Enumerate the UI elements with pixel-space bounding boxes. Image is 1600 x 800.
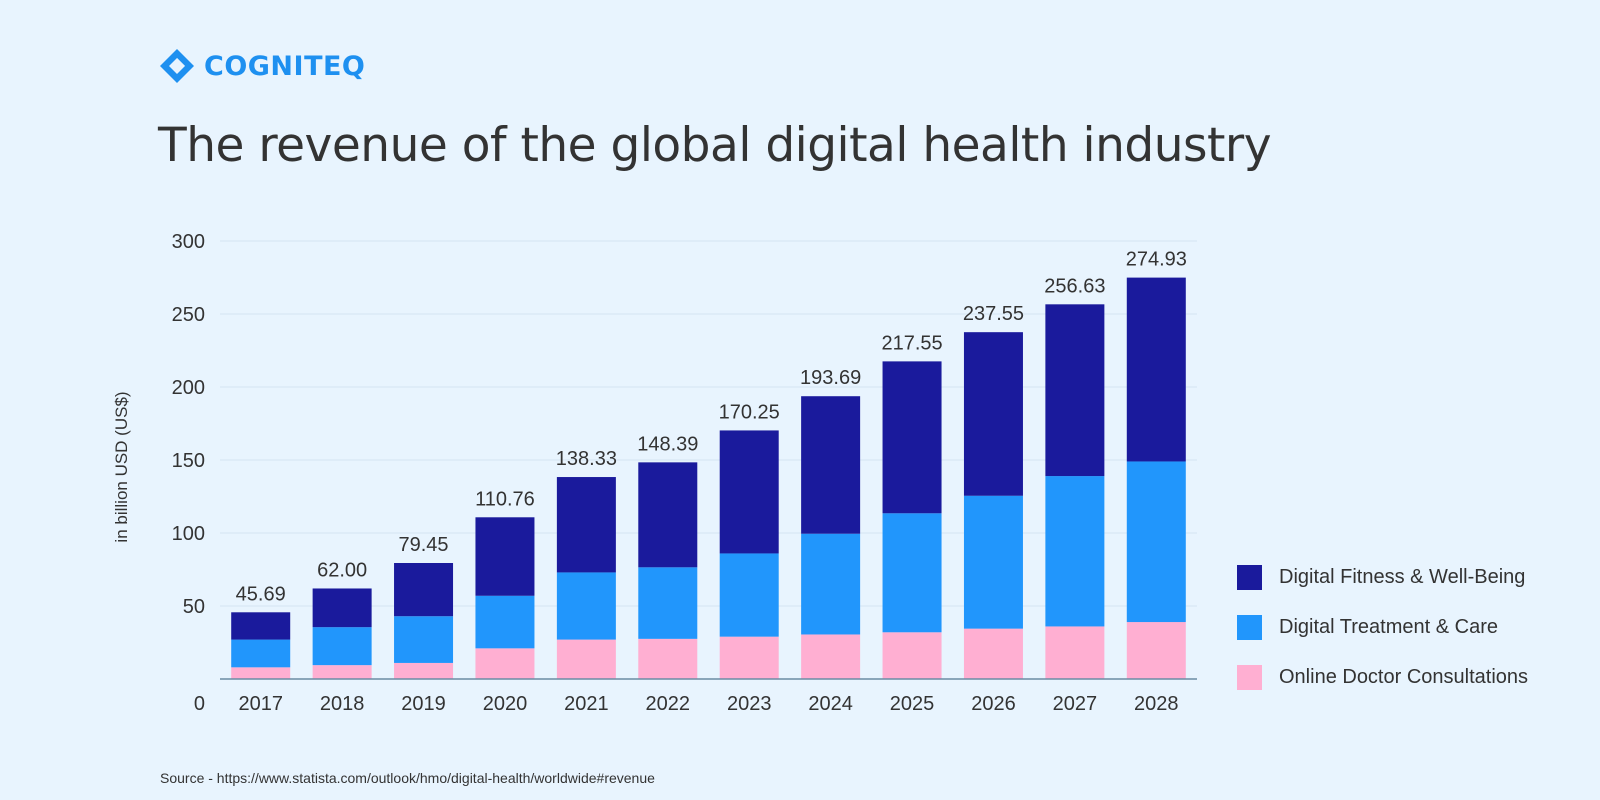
total-label-2024: 193.69 [800,367,861,389]
x-tick-label-2022: 2022 [646,693,691,715]
bar-segment-2024-2 [801,396,861,534]
legend-swatch-consultations [1237,664,1262,690]
legend-label-treatment: Digital Treatment & Care [1279,615,1498,638]
x-tick-label-2021: 2021 [564,693,609,715]
y-tick-label: 200 [172,377,205,399]
total-label-2022: 148.39 [637,433,698,455]
chart-title: The revenue of the global digital health… [158,118,1272,173]
x-tick-label-2018: 2018 [320,693,365,715]
bar-segment-2024-1 [801,533,861,635]
grid-lines [220,240,1197,607]
bar-segment-2020-2 [475,517,535,596]
bar-segment-2019-0 [394,662,454,679]
bar-segment-2027-2 [1045,304,1105,477]
x-tick-label-2025: 2025 [890,693,935,715]
bar-segment-2022-1 [638,567,698,639]
bar-segment-2022-2 [638,462,698,568]
bar-segment-2020-0 [475,648,535,679]
bar-segment-2028-0 [1126,622,1186,679]
y-tick-label: 250 [172,304,205,326]
x-tick-label-2017: 2017 [238,693,283,715]
bar-segment-2019-2 [394,563,454,617]
legend-item-treatment: Digital Treatment & Care [1237,602,1528,652]
x-axis-ticks: 2017 2018 2019 2020 2021 2022 2023 2024 2025 2026… [238,693,1178,715]
bar-segment-2026-2 [963,332,1023,496]
total-label-2019: 79.45 [399,534,449,556]
bar-segment-2020-1 [475,595,535,649]
bar-segment-2028-2 [1126,277,1186,462]
bar-chart: 0 50 100 150 200 250 300 45.69 62.00 79.45 110.76… [112,231,1197,715]
bar-segment-2023-0 [719,636,779,679]
bar-segment-2026-0 [963,628,1023,679]
bar-segment-2025-0 [882,632,942,679]
legend-swatch-treatment [1237,614,1262,640]
bar-segment-2018-2 [312,588,372,628]
bar-segment-2026-1 [963,495,1023,629]
x-tick-label-2027: 2027 [1053,693,1098,715]
legend-swatch-fitness [1237,564,1262,590]
x-tick-label-2024: 2024 [808,693,853,715]
total-label-2021: 138.33 [556,448,617,470]
x-tick-label-2019: 2019 [401,693,446,715]
logo-text: COGNITEQ [204,50,366,82]
cogniteq-logo-icon [160,49,194,83]
y-tick-label: 50 [183,596,205,618]
total-labels: 45.69 62.00 79.45 110.76 138.33 148.39 170.25 1… [236,249,1187,606]
bar-segment-2017-1 [231,639,291,668]
legend-item-consultations: Online Doctor Consultations [1237,652,1528,702]
bar-segment-2025-2 [882,361,942,514]
bar-segment-2023-2 [719,430,779,554]
x-tick-label-2026: 2026 [971,693,1016,715]
bar-segment-2017-2 [231,612,291,640]
total-label-2025: 217.55 [881,332,942,354]
bar-segment-2027-0 [1045,626,1105,679]
legend: Digital Fitness & Well-Being Digital Tre… [1237,552,1528,702]
y-axis-label: in billion USD (US$) [112,391,131,542]
bar-segment-2019-1 [394,616,454,663]
legend-label-fitness: Digital Fitness & Well-Being [1279,565,1526,588]
bar-segment-2025-1 [882,513,942,633]
bar-segment-2018-0 [312,665,372,679]
legend-label-consultations: Online Doctor Consultations [1279,665,1529,688]
bar-segment-2017-0 [231,667,291,679]
total-label-2020: 110.76 [475,488,535,510]
bar-segment-2024-0 [801,634,861,679]
total-label-2017: 45.69 [236,583,286,605]
y-tick-label: 100 [172,523,205,545]
logo: COGNITEQ [158,46,365,86]
bar-segment-2021-1 [556,572,616,640]
total-label-2028: 274.93 [1126,249,1187,271]
bar-segment-2027-1 [1045,476,1105,627]
legend-item-fitness: Digital Fitness & Well-Being [1237,552,1528,602]
total-label-2018: 62.00 [317,559,367,581]
total-label-2023: 170.25 [719,401,780,423]
y-axis-ticks: 0 50 100 150 200 250 300 [172,231,205,715]
x-tick-label-2023: 2023 [727,693,772,715]
bars [231,277,1186,679]
y-tick-label: 300 [172,231,205,253]
x-tick-label-2028: 2028 [1134,693,1179,715]
y-tick-label: 150 [172,450,205,472]
bar-segment-2022-0 [638,638,698,679]
bar-segment-2021-2 [556,477,616,573]
y-tick-label: 0 [194,693,205,715]
bar-segment-2023-1 [719,553,779,637]
bar-segment-2028-1 [1126,461,1186,623]
total-label-2026: 237.55 [963,303,1024,325]
x-tick-label-2020: 2020 [483,693,528,715]
bar-segment-2018-1 [312,627,372,666]
source-note: Source - https://www.statista.com/outloo… [160,770,655,786]
total-label-2027: 256.63 [1044,275,1105,297]
bar-segment-2021-0 [556,639,616,679]
